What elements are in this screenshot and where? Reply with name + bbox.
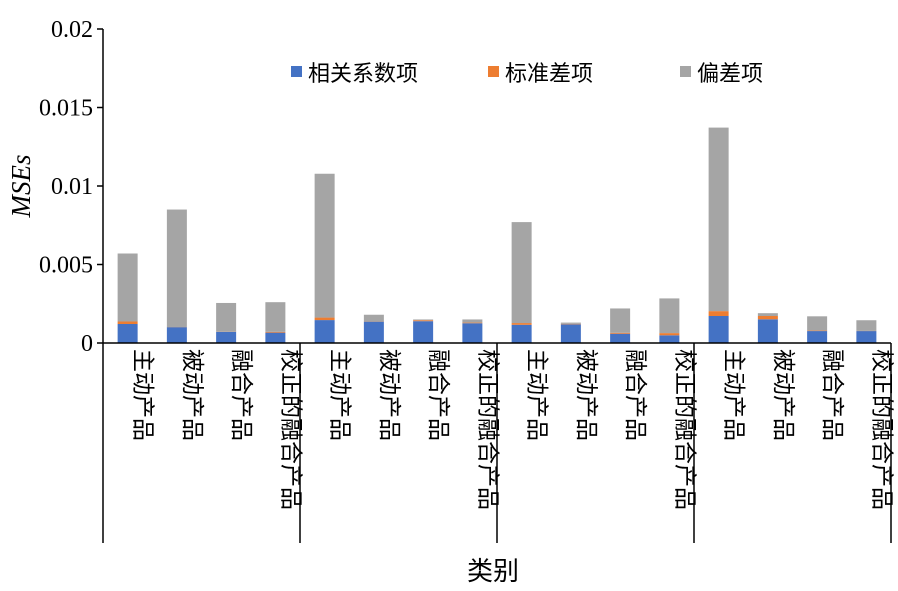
bar-segment-s0-c4: [314, 320, 335, 343]
bar-segment-s0-c11: [659, 335, 680, 343]
bar-segment-s0-c5: [363, 321, 384, 343]
category-label: 融合产品: [228, 349, 254, 441]
bar-segment-s1-c8: [511, 323, 532, 325]
bar-segment-s2-c11: [659, 298, 680, 334]
category-label: 被动产品: [179, 349, 205, 441]
bar-segment-s2-c15: [856, 320, 877, 331]
bar-segment-s0-c2: [216, 331, 237, 343]
bar-segment-s0-c10: [610, 333, 631, 343]
bar-segment-s2-c6: [413, 319, 434, 321]
bar-segment-s0-c0: [117, 324, 138, 343]
bar-segment-s2-c13: [757, 313, 778, 316]
category-label: 校正的融合产品: [671, 349, 697, 510]
bar-segment-s0-c12: [708, 315, 729, 343]
category-label: 校正的融合产品: [277, 349, 303, 510]
category-label: 主动产品: [721, 349, 747, 441]
category-label: 主动产品: [130, 349, 156, 441]
category-label: 融合产品: [425, 349, 451, 441]
y-tick-label: 0.01: [51, 174, 93, 200]
legend-swatch: [488, 66, 499, 77]
legend: 相关系数项 标准差项 偏差项: [291, 62, 763, 87]
bar-segment-s1-c4: [314, 317, 335, 321]
bar-segment-s1-c11: [659, 333, 680, 336]
bar-segment-s2-c2: [216, 302, 237, 332]
bars-layer: [117, 127, 877, 343]
bar-segment-s0-c9: [560, 324, 581, 343]
bar-segment-s1-c3: [265, 331, 286, 333]
bar-segment-s1-c0: [117, 321, 138, 325]
bar-segment-s2-c4: [314, 173, 335, 318]
category-labels: 主动产品 被动产品 融合产品 校正的融合产品 主动产品 被动产品 融合产品 校正的融合产品 主动…: [102, 343, 894, 543]
category-label: 融合产品: [819, 349, 845, 441]
bar-segment-s1-c10: [610, 332, 631, 334]
y-axis-title: MSEs: [6, 155, 36, 219]
y-tick-label: 0.02: [51, 17, 93, 43]
bar-segment-s2-c7: [462, 319, 483, 323]
bar-segment-s0-c7: [462, 323, 483, 343]
category-label: 被动产品: [573, 349, 599, 441]
category-label: 被动产品: [770, 349, 796, 441]
category-label: 主动产品: [524, 349, 550, 441]
bar-segment-s2-c12: [708, 127, 729, 312]
x-axis-title: 类别: [467, 557, 519, 587]
bar-segment-s2-c5: [363, 314, 384, 322]
bar-segment-s1-c13: [757, 315, 778, 320]
bar-segment-s2-c1: [166, 209, 187, 327]
category-label: 被动产品: [376, 349, 402, 441]
bar-segment-s0-c8: [511, 324, 532, 343]
category-label: 融合产品: [622, 349, 648, 441]
bar-segment-s2-c3: [265, 302, 286, 332]
category-label: 校正的融合产品: [474, 349, 500, 510]
legend-label: 标准差项: [505, 62, 593, 87]
category-label: 校正的融合产品: [868, 349, 894, 510]
bar-segment-s1-c7: [462, 322, 483, 324]
bar-segment-s2-c10: [610, 308, 631, 333]
bar-segment-s0-c14: [807, 331, 828, 343]
legend-label: 相关系数项: [308, 62, 418, 87]
bar-segment-s2-c14: [807, 316, 828, 331]
bar-segment-s2-c0: [117, 253, 138, 322]
category-label: 主动产品: [327, 349, 353, 441]
bar-segment-s0-c3: [265, 332, 286, 343]
bar-segment-s1-c12: [708, 311, 729, 316]
bar-segment-s0-c15: [856, 331, 877, 343]
legend-swatch: [680, 66, 691, 77]
legend-label: 偏差项: [697, 62, 763, 87]
bar-segment-s2-c9: [560, 322, 581, 324]
y-tick-label: 0: [81, 331, 93, 357]
bar-segment-s1-c6: [413, 320, 434, 322]
y-tick-label: 0.005: [39, 253, 93, 279]
bar-segment-s0-c1: [166, 327, 187, 343]
bar-segment-s2-c8: [511, 222, 532, 324]
bar-segment-s0-c6: [413, 321, 434, 343]
y-tick-label: 0.015: [39, 96, 93, 122]
y-tick-labels: 0 0.005 0.01 0.015 0.02: [39, 17, 103, 357]
bar-segment-s0-c13: [757, 319, 778, 343]
legend-swatch: [291, 66, 302, 77]
